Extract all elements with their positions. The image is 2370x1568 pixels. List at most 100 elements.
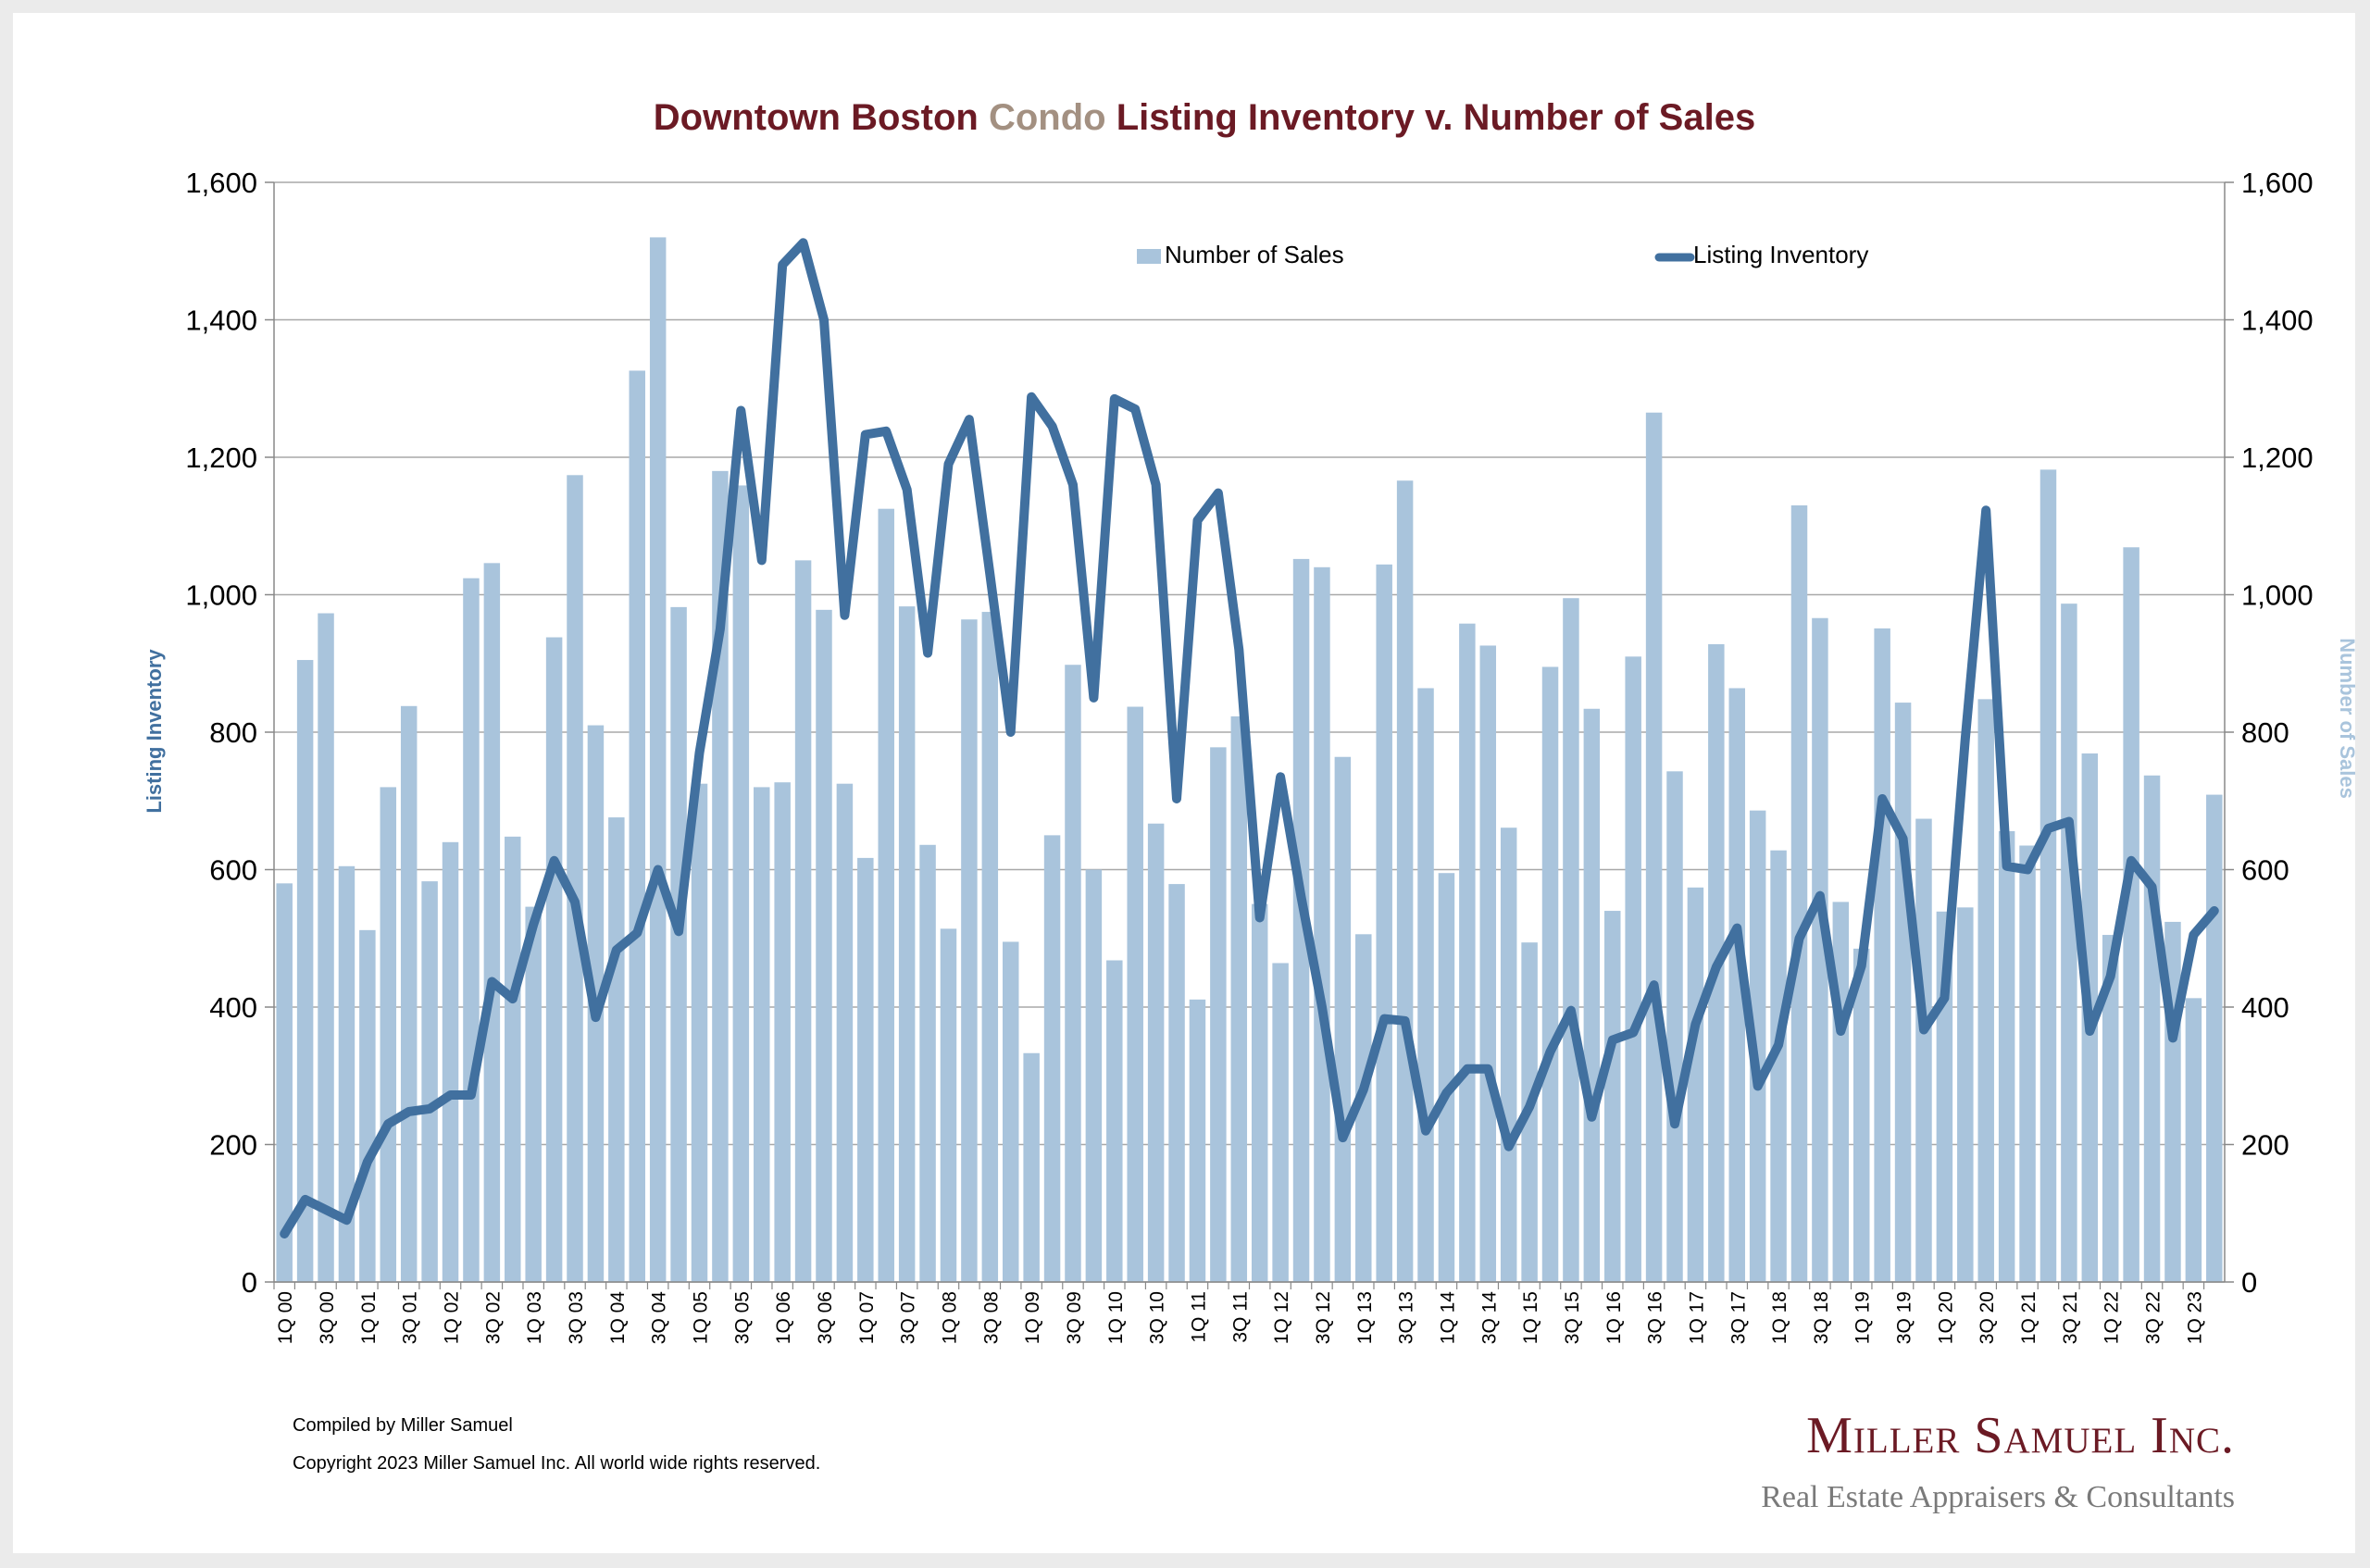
sales-bar: [380, 787, 397, 1282]
sales-bar: [816, 609, 832, 1282]
x-tick-label: 1Q 14: [1437, 1291, 1458, 1345]
sales-bar: [1874, 628, 1890, 1282]
x-tick-label: 3Q 19: [1894, 1291, 1915, 1344]
sales-bar: [1459, 623, 1476, 1282]
sales-bar: [1085, 869, 1103, 1282]
left-axis-label: Listing Inventory: [143, 649, 166, 814]
x-tick-label: 1Q 22: [2102, 1291, 2123, 1344]
sales-bar: [1915, 818, 1932, 1282]
x-tick-label: 3Q 09: [1064, 1291, 1085, 1344]
chart-title-part2: Condo: [989, 97, 1106, 138]
sales-bar: [670, 606, 687, 1282]
x-tick-label: 3Q 12: [1313, 1291, 1334, 1344]
x-tick-label: 1Q 20: [1935, 1291, 1956, 1344]
left-tick-label: 400: [209, 991, 257, 1024]
sales-bar: [1438, 873, 1455, 1282]
x-tick-label: 3Q 20: [1977, 1291, 1998, 1344]
x-tick-label: 3Q 06: [815, 1291, 836, 1344]
right-tick-label: 800: [2241, 716, 2289, 749]
x-tick-label: 1Q 17: [1686, 1291, 1707, 1344]
sales-bar: [359, 929, 376, 1282]
sales-bar: [878, 508, 894, 1282]
sales-bar: [1355, 934, 1372, 1282]
sales-bar: [981, 612, 999, 1282]
sales-bar: [1666, 771, 1683, 1282]
sales-bar: [1749, 810, 1766, 1282]
x-tick-label: 3Q 18: [1811, 1291, 1832, 1344]
sales-bar: [276, 883, 293, 1282]
sales-bar: [2123, 547, 2139, 1282]
sales-bar: [1127, 706, 1143, 1282]
sales-bar: [421, 881, 438, 1282]
x-tick-label: 1Q 06: [773, 1291, 794, 1344]
sales-bar: [608, 817, 625, 1282]
x-tick-label: 1Q 07: [856, 1291, 878, 1344]
sales-bar: [1106, 960, 1123, 1282]
sales-bar: [505, 836, 521, 1282]
chart-title-part1: Downtown Boston: [654, 97, 989, 138]
x-tick-label: 3Q 02: [482, 1291, 504, 1344]
sales-bar: [1002, 941, 1019, 1282]
x-tick-label: 1Q 09: [1022, 1291, 1043, 1344]
sales-bar: [1065, 665, 1081, 1282]
sales-bar: [2019, 845, 2036, 1282]
axes: 0 0 200 200 400 400 600 600 800 800 1,000 1,000 1,20…: [185, 167, 2313, 1344]
x-tick-label: 3Q 00: [317, 1291, 338, 1344]
x-tick-label: 1Q 08: [939, 1291, 960, 1344]
sales-bar: [691, 783, 708, 1282]
sales-bar: [629, 370, 646, 1282]
x-tick-label: 1Q 19: [1852, 1291, 1874, 1344]
x-tick-label: 3Q 01: [400, 1291, 421, 1344]
left-tick-label: 800: [209, 716, 257, 749]
sales-bar: [1272, 963, 1289, 1282]
right-tick-label: 1,600: [2241, 167, 2314, 199]
sales-bar: [1977, 699, 1994, 1282]
sales-bars: [276, 237, 2223, 1283]
sales-bar: [1625, 656, 1641, 1282]
x-tick-label: 1Q 11: [1188, 1291, 1209, 1343]
sales-bar: [2039, 469, 2057, 1282]
right-tick-label: 400: [2241, 991, 2289, 1024]
sales-bar: [400, 705, 418, 1282]
sales-bar: [1583, 708, 1601, 1282]
x-tick-label: 3Q 13: [1396, 1291, 1417, 1344]
x-tick-label: 1Q 15: [1520, 1291, 1541, 1344]
right-tick-label: 0: [2241, 1266, 2257, 1299]
x-tick-label: 3Q 17: [1728, 1291, 1749, 1344]
x-tick-label: 3Q 11: [1229, 1291, 1251, 1343]
x-tick-label: 1Q 16: [1603, 1291, 1625, 1344]
x-tick-label: 3Q 10: [1147, 1291, 1168, 1344]
sales-bar: [1563, 598, 1579, 1282]
sales-bar: [1728, 688, 1745, 1282]
chart-card: Downtown Boston Condo Listing Inventory …: [13, 13, 2355, 1553]
x-tick-label: 3Q 05: [731, 1291, 753, 1344]
sales-bar: [2206, 794, 2223, 1282]
sales-bar: [483, 563, 501, 1282]
right-tick-label: 1,200: [2241, 442, 2314, 474]
sales-bar: [836, 783, 854, 1282]
sales-bar: [1604, 911, 1621, 1282]
left-tick-label: 1,000: [185, 579, 257, 612]
x-tick-label: 3Q 22: [2143, 1291, 2164, 1344]
sales-bar: [1334, 756, 1352, 1282]
x-tick-label: 3Q 14: [1478, 1291, 1500, 1345]
sales-bar: [1043, 835, 1061, 1282]
sales-bar: [545, 637, 563, 1282]
x-tick-label: 1Q 13: [1354, 1291, 1376, 1344]
left-tick-label: 1,400: [185, 305, 257, 337]
sales-bar: [1147, 823, 1165, 1282]
sales-bar: [774, 782, 791, 1282]
sales-bar: [1479, 645, 1497, 1282]
sales-bar: [1251, 903, 1268, 1282]
sales-bar: [525, 906, 542, 1282]
sales-bar: [1210, 747, 1227, 1282]
x-tick-label: 1Q 05: [691, 1291, 712, 1344]
x-tick-label: 1Q 02: [442, 1291, 463, 1344]
right-tick-label: 1,000: [2241, 579, 2314, 612]
sales-bar: [1832, 902, 1850, 1282]
sales-bar: [898, 606, 916, 1282]
chart-title-part3: Listing Inventory v. Number of Sales: [1106, 97, 1756, 138]
sales-bar: [1541, 666, 1559, 1282]
x-tick-label: 3Q 15: [1562, 1291, 1583, 1344]
x-tick-label: 1Q 00: [275, 1291, 296, 1344]
